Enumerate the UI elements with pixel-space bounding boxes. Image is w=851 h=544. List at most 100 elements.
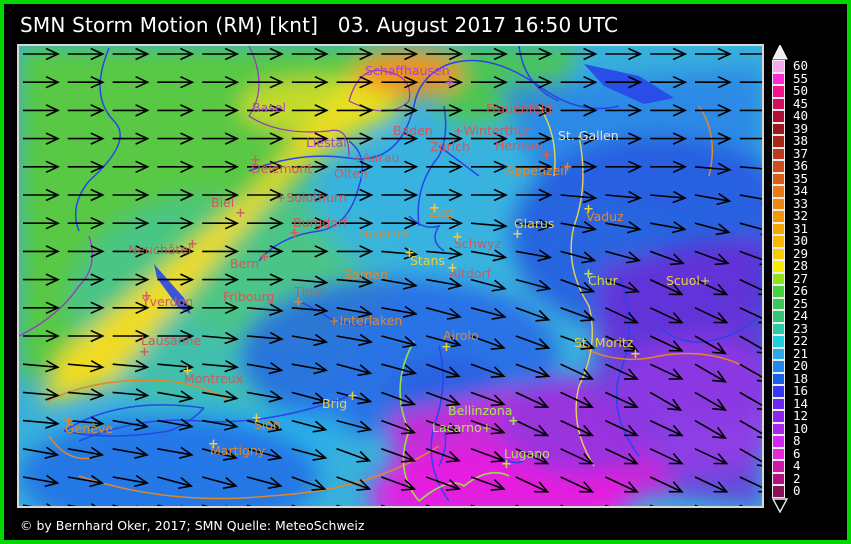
city-label: Brig [322,396,348,411]
wind-arrow [381,277,418,290]
city-label: Appenzell [506,163,568,178]
city-marker: + [139,345,150,360]
wind-arrow [157,132,195,145]
city-marker: + [429,201,440,216]
wind-arrow [291,160,329,174]
wind-arrow [739,250,762,266]
wind-arrow [649,476,684,493]
wind-arrow [381,216,419,230]
wind-arrow [605,132,643,145]
scale-row: 14 [772,397,847,410]
wind-arrow [650,104,688,117]
scale-value-label: 28 [793,258,809,273]
scale-color-cell [772,285,785,298]
city-marker: + [141,289,152,304]
wind-arrow [336,75,374,89]
wind-arrow [470,476,506,491]
wind-arrow [291,476,327,491]
wind-arrow [471,188,508,202]
scale-row: 24 [772,309,847,323]
wind-arrow [426,247,463,260]
scale-row: 33 [772,197,847,210]
city-label: Lausanne [141,333,202,348]
scale-value-label: 8 [793,433,801,448]
wind-arrow [112,188,150,202]
wind-arrow [291,333,329,347]
scale-color-cell [772,372,785,385]
wind-arrow [426,188,464,202]
wind-arrow [426,104,464,117]
scale-row: 50 [772,84,847,98]
wind-arrow [336,104,374,117]
scale-value-label: 45 [793,95,809,111]
scale-color-cell [772,122,785,135]
wind-arrow [291,303,329,317]
scale-value-label: 31 [793,220,809,236]
scale-color-cell [772,110,785,123]
wind-arrow [605,190,643,204]
wind-arrow [605,47,643,61]
wind-arrow [739,53,762,55]
wind-arrow [739,109,762,112]
wind-arrow [246,303,284,317]
scale-value-label: 6 [793,445,801,461]
wind-arrow [470,363,506,379]
wind-arrow [739,335,762,355]
wind-arrow [202,75,240,89]
wind-arrow [112,388,150,401]
wind-arrow [515,448,550,465]
wind-arrow [739,476,762,493]
city-label: Yverdon [142,294,194,309]
scale-row: 22 [772,334,847,348]
city-label: Biel [211,195,235,210]
scale-color-cell [772,72,785,85]
wind-arrow [694,307,729,324]
city-marker: + [562,160,573,175]
scale-row: 34 [772,184,847,198]
wind-arrow [515,391,550,409]
wind-arrow [157,47,195,61]
wind-arrow [112,132,150,145]
wind-arrow [202,132,240,145]
wind-arrow [470,419,506,435]
scale-color-cell [772,397,785,410]
wind-arrow [739,192,762,206]
scale-value-label: 20 [793,358,809,373]
scale-color-cell [772,247,785,260]
wind-arrow [201,476,238,490]
wind-arrow [739,137,762,140]
wind-arrow [694,222,731,236]
wind-arrow [426,132,464,145]
wind-arrow [515,363,551,379]
city-label: Martigny [210,443,266,458]
wind-arrow [22,446,60,459]
wind-arrow [336,305,373,318]
wind-arrow [425,335,462,349]
scale-color-cell [772,260,785,273]
scale-up-arrow-icon [772,45,788,60]
wind-arrow [560,221,597,234]
wind-arrow [67,446,105,459]
wind-arrows-layer [22,47,762,506]
scale-color-cell [772,272,785,285]
scale-color-cell [772,172,785,185]
wind-arrow [739,222,762,236]
wind-arrow [560,190,598,204]
city-label: Bern [230,256,260,271]
wind-arrow [650,47,688,61]
wind-arrow [605,419,639,437]
scale-value-label: 25 [793,295,809,311]
wind-arrow [336,448,372,463]
wind-arrow [515,307,551,322]
scale-color-cell [772,235,785,248]
wind-arrow [560,335,596,350]
city-marker: + [63,414,74,429]
wind-arrow [291,275,329,288]
wind-arrow [202,216,240,230]
wind-arrow [560,75,598,89]
scale-row: 4 [772,459,847,473]
wind-arrow [22,360,60,373]
scale-row: 30 [772,234,847,248]
wind-arrow [23,216,60,230]
wind-arrow [246,390,284,403]
